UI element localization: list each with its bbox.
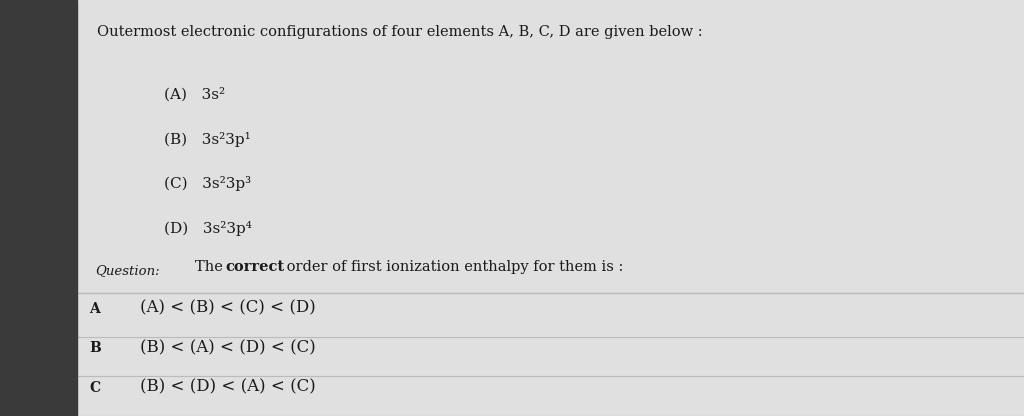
Text: Outermost electronic configurations of four elements A, B, C, D are given below : Outermost electronic configurations of f… <box>97 25 702 39</box>
Text: (D)   3s²3p⁴: (D) 3s²3p⁴ <box>164 221 252 236</box>
Text: (B)   3s²3p¹: (B) 3s²3p¹ <box>164 132 251 147</box>
Text: The: The <box>195 260 227 274</box>
Text: (A)   3s²: (A) 3s² <box>164 87 225 102</box>
Text: Question:: Question: <box>95 264 160 277</box>
Text: (B) < (A) < (D) < (C): (B) < (A) < (D) < (C) <box>140 339 316 356</box>
Text: B: B <box>89 341 100 355</box>
Text: (B) < (D) < (A) < (C): (B) < (D) < (A) < (C) <box>140 379 316 396</box>
Text: (A) < (B) < (C) < (D): (A) < (B) < (C) < (D) <box>140 300 316 317</box>
Text: C: C <box>89 381 100 395</box>
Bar <box>0 0 77 416</box>
Text: A: A <box>89 302 99 316</box>
Text: order of first ionization enthalpy for them is :: order of first ionization enthalpy for t… <box>282 260 623 274</box>
Text: (C)   3s²3p³: (C) 3s²3p³ <box>164 176 251 191</box>
Text: correct: correct <box>225 260 285 274</box>
